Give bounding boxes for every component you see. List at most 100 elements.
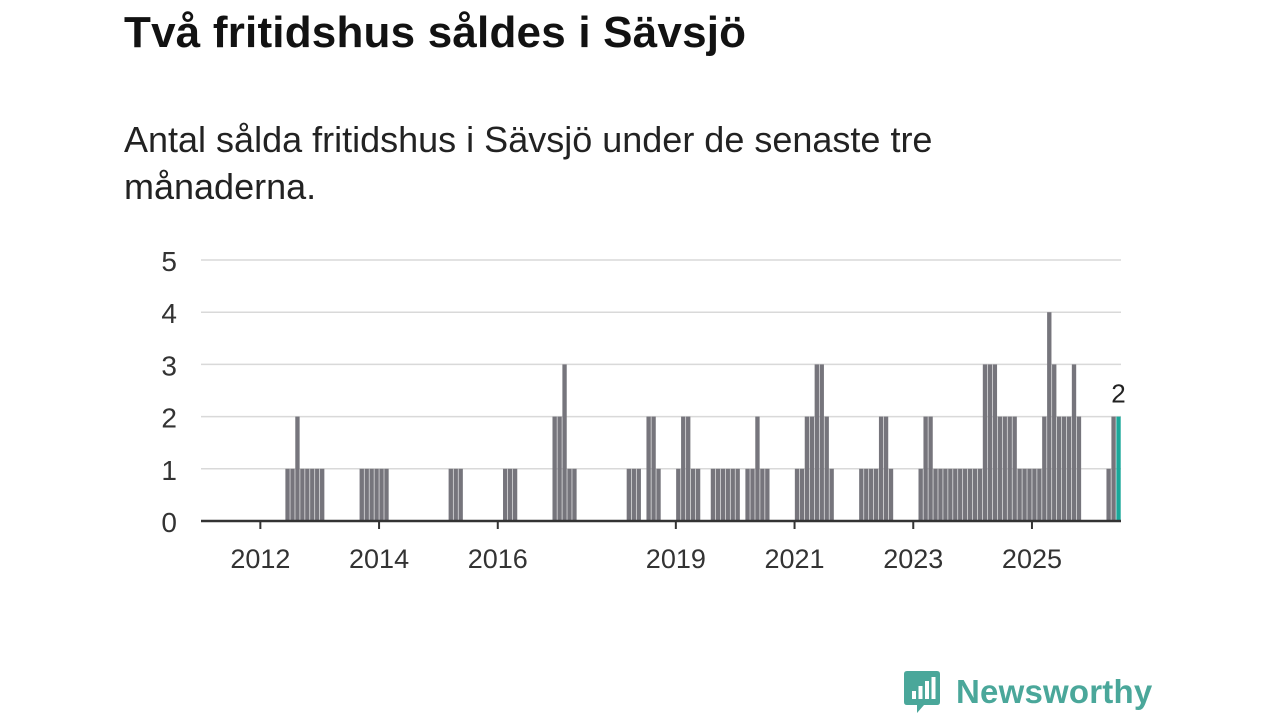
bar [794, 468, 800, 521]
bar [1076, 416, 1082, 521]
bar [878, 416, 884, 521]
newsworthy-brand[interactable]: Newsworthy [902, 668, 1152, 716]
y-tick-label: 3 [161, 350, 177, 381]
bar [948, 468, 953, 521]
bar [1066, 416, 1072, 521]
bar [963, 468, 968, 521]
axes: 0 1 2 3 4 5 2 2012 2014 2016 2019 2021 2023 2025 [161, 246, 1125, 574]
bar [364, 468, 369, 521]
bar [953, 468, 958, 521]
bar [799, 468, 805, 521]
bar [1012, 416, 1017, 521]
bar [626, 468, 632, 521]
y-tick-label: 4 [161, 298, 177, 329]
bar [315, 468, 320, 521]
bar [1032, 468, 1037, 521]
bar [503, 468, 508, 521]
bar [557, 416, 562, 521]
bar [646, 416, 651, 521]
bar [829, 468, 834, 521]
bar [512, 468, 518, 521]
x-tick-label: 2012 [230, 544, 290, 574]
y-tick-label: 2 [161, 403, 177, 434]
bar [379, 468, 384, 521]
bar [888, 468, 894, 521]
highlighted-bar [1116, 416, 1121, 521]
bar [745, 468, 750, 521]
bar-series [285, 312, 1121, 521]
bar [1047, 312, 1052, 521]
bar [809, 416, 815, 521]
chart-subtitle: Antal sålda fritidshus i Sävsjö under de… [124, 119, 933, 207]
bar [750, 468, 755, 521]
bar [507, 468, 513, 521]
bar [572, 468, 577, 521]
bar [1007, 416, 1012, 521]
bar [384, 468, 389, 521]
bar [1017, 468, 1022, 521]
y-tick-label: 1 [161, 455, 177, 486]
bar [636, 468, 641, 521]
bar [690, 468, 696, 521]
bar [695, 468, 701, 521]
bar [300, 468, 305, 521]
bar [958, 468, 963, 521]
newsworthy-logo-icon [904, 671, 940, 713]
bar [295, 416, 300, 521]
x-tick-label: 2025 [1002, 544, 1062, 574]
bar [735, 468, 740, 521]
y-tick-label: 0 [161, 507, 177, 538]
bar [720, 468, 725, 521]
bar [760, 468, 765, 521]
bar [864, 468, 869, 521]
x-tick-label: 2016 [468, 544, 528, 574]
bar [631, 468, 636, 521]
bar [310, 468, 315, 521]
bar [1027, 468, 1032, 521]
bar [681, 416, 686, 521]
bar [453, 468, 458, 521]
bar [1002, 416, 1007, 521]
bar [285, 468, 290, 521]
bar [552, 416, 557, 521]
bar [859, 468, 864, 521]
chart-title: Två fritidshus såldes i Sävsjö [124, 8, 747, 57]
bar [997, 416, 1002, 521]
bar [320, 468, 325, 521]
bar [883, 416, 889, 521]
bar [923, 416, 928, 521]
bar [992, 364, 998, 521]
bar [814, 364, 819, 521]
bar [977, 468, 983, 521]
bar [651, 416, 656, 521]
bar [305, 468, 310, 521]
newsworthy-wordmark: Newsworthy [956, 673, 1153, 710]
bar [928, 416, 933, 521]
y-tick-label: 5 [161, 246, 177, 277]
x-tick-label: 2023 [883, 544, 943, 574]
bar [656, 468, 661, 521]
bar [686, 416, 691, 521]
bar [755, 416, 760, 521]
bar [869, 468, 874, 521]
bar [369, 468, 374, 521]
bar [765, 468, 770, 521]
bar [967, 468, 973, 521]
bar [567, 468, 572, 521]
bar [1057, 416, 1062, 521]
bar [730, 468, 735, 521]
bar [943, 468, 948, 521]
highlighted-bar-data-label: 2 [1111, 379, 1125, 409]
bar [987, 364, 993, 521]
x-tick-label: 2014 [349, 544, 409, 574]
bar [1111, 416, 1116, 521]
bar [359, 468, 364, 521]
bar [982, 364, 988, 521]
bar [804, 416, 810, 521]
bar [374, 468, 379, 521]
bar [1071, 364, 1077, 521]
x-tick-label: 2021 [765, 544, 825, 574]
bar [458, 468, 463, 521]
gridlines [201, 259, 1121, 470]
